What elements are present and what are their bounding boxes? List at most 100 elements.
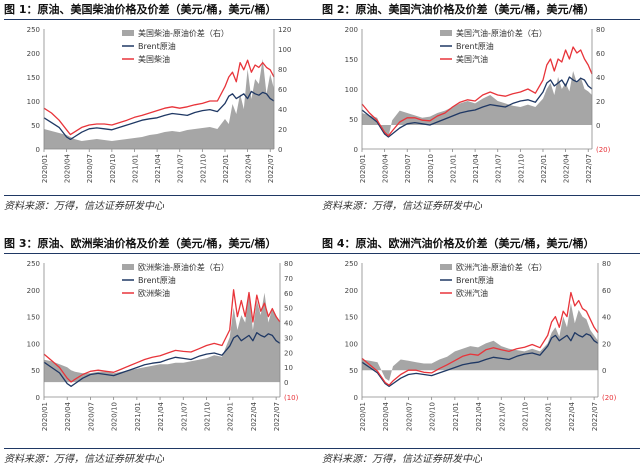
y-tick-label-left: 50 (349, 367, 358, 375)
x-tick-label: 2021/04 (154, 153, 162, 183)
x-tick-label: 2020/10 (427, 154, 435, 183)
series-brent-line (43, 90, 275, 141)
x-tick-label: 2021/10 (199, 154, 207, 183)
series-product-line (43, 289, 281, 383)
y-tick-label-right: 0 (596, 122, 600, 130)
legend-label-spread: 美国汽油-原油价差（右） (456, 28, 547, 38)
y-tick-label-right: 0 (278, 146, 282, 154)
y-tick-label-left: 50 (349, 116, 358, 124)
series-spread-area (44, 292, 280, 383)
y-tick-label-right: 0 (602, 367, 606, 375)
y-tick-label-right: 10 (284, 364, 293, 372)
series-brent-line (361, 332, 599, 387)
y-tick-label-right: 40 (278, 106, 287, 114)
x-tick-label: 2020/10 (111, 402, 119, 431)
x-tick-label: 2022/04 (568, 401, 576, 431)
x-tick-label: 2022/07 (585, 154, 593, 183)
series-spread-area (362, 71, 592, 137)
chart-title: 图 1：原油、美国柴油价格及价差（美元/桶，美元/桶） (4, 3, 277, 16)
x-tick-label: 2022/07 (267, 154, 275, 183)
x-tick-label: 2020/07 (87, 402, 95, 431)
legend-label-product: 美国柴油 (138, 54, 170, 64)
x-tick-label: 2022/04 (245, 153, 253, 183)
y-tick-label-left: 50 (31, 122, 40, 130)
source-note: 资料来源：万得，信达证券研发中心 (322, 201, 482, 212)
legend-label-product: 美国汽油 (456, 54, 488, 64)
y-tick-label-right: 20 (596, 98, 605, 106)
x-tick-label: 2022/04 (250, 401, 258, 431)
legend-swatch-spread (440, 30, 452, 36)
source-note: 资料来源：万得，信达证券研发中心 (4, 454, 164, 465)
source-rule (4, 195, 322, 196)
x-tick-label: 2020/01 (41, 154, 49, 183)
source-rule (4, 448, 322, 449)
y-tick-label-left: 0 (354, 146, 358, 154)
x-tick-label: 2021/01 (134, 402, 142, 431)
source-rule (322, 448, 640, 449)
legend-label-spread: 美国柴油-原油价差（右） (138, 28, 229, 38)
x-tick-label: 2020/07 (405, 402, 413, 431)
series-brent-line (43, 332, 281, 387)
x-tick-label: 2021/01 (449, 154, 457, 183)
y-tick-label-left: 200 (27, 50, 40, 58)
y-tick-label-left: 250 (27, 260, 40, 268)
x-tick-label: 2020/07 (86, 154, 94, 183)
y-tick-label-right: 40 (602, 314, 611, 322)
legend-label-spread: 欧洲汽油-原油价差（右） (456, 262, 547, 272)
y-tick-label-right: 20 (602, 340, 611, 348)
x-tick-label: 2021/10 (521, 402, 529, 431)
y-tick-label-left: 150 (27, 74, 40, 82)
x-tick-label: 2022/01 (227, 402, 235, 431)
chart-svg: 0 50 100 150 200 (20) 0 20 40 60 80 2020/01 2020/04 2… (345, 26, 611, 183)
x-tick-label: 2020/04 (382, 401, 390, 431)
x-tick-label: 2022/04 (563, 153, 571, 183)
y-tick-label-left: 250 (27, 26, 40, 34)
x-tick-label: 2022/07 (591, 402, 599, 431)
y-tick-label-left: 200 (345, 26, 358, 34)
title-rule (4, 19, 322, 20)
y-tick-label-left: 200 (345, 287, 358, 295)
y-tick-label-left: 0 (36, 146, 40, 154)
legend-label-brent: Brent原油 (456, 41, 494, 51)
y-tick-label-right: 40 (284, 320, 293, 328)
x-tick-label: 2020/01 (359, 402, 367, 431)
y-tick-label-left: 100 (345, 340, 358, 348)
chart-panel-1: 图 1：原油、美国柴油价格及价差（美元/桶，美元/桶） 0 50 100 150 200… (4, 2, 322, 214)
chart-svg: 0 50 100 150 200 250 (20) 0 20 40 60 80 2020/01 2020/… (345, 260, 617, 431)
y-tick-label-right: 60 (602, 287, 611, 295)
y-tick-label-right: 0 (284, 379, 288, 387)
x-tick-label: 2022/07 (273, 402, 281, 431)
y-tick-label-right: 60 (284, 290, 293, 298)
x-tick-label: 2021/07 (495, 154, 503, 183)
series-product-line (361, 46, 593, 137)
chart-title: 图 4：原油、欧洲汽油价格及价差（美元/桶，美元/桶） (322, 237, 595, 250)
x-tick-label: 2020/01 (359, 154, 367, 183)
source-rule (322, 195, 640, 196)
x-tick-label: 2021/07 (180, 402, 188, 431)
chart-svg: 0 50 100 150 200 250 0 20 40 60 80 100 120 2020/01 202… (27, 26, 292, 183)
y-tick-label-left: 50 (31, 367, 40, 375)
series-product-line (43, 59, 275, 136)
series-product-line (361, 291, 599, 386)
x-tick-label: 2021/10 (203, 402, 211, 431)
x-tick-label: 2021/04 (475, 401, 483, 431)
y-tick-label-left: 150 (27, 314, 40, 322)
y-tick-label-left: 0 (36, 394, 40, 402)
x-tick-label: 2022/01 (222, 154, 230, 183)
x-tick-label: 2021/01 (131, 154, 139, 183)
title-rule (4, 253, 322, 254)
x-tick-label: 2020/10 (429, 402, 437, 431)
y-tick-label-left: 250 (345, 260, 358, 268)
legend-label-brent: Brent原油 (456, 275, 494, 285)
series-spread-area (362, 303, 598, 381)
title-rule (322, 19, 640, 20)
x-tick-label: 2020/07 (404, 154, 412, 183)
x-tick-label: 2020/04 (64, 153, 72, 183)
y-tick-label-right: 40 (596, 74, 605, 82)
x-tick-label: 2021/04 (472, 153, 480, 183)
y-tick-label-left: 0 (354, 394, 358, 402)
series-brent-line (361, 76, 593, 138)
y-tick-label-left: 200 (27, 287, 40, 295)
y-tick-label-right: 100 (278, 46, 291, 54)
y-tick-label-right: 80 (284, 260, 293, 268)
